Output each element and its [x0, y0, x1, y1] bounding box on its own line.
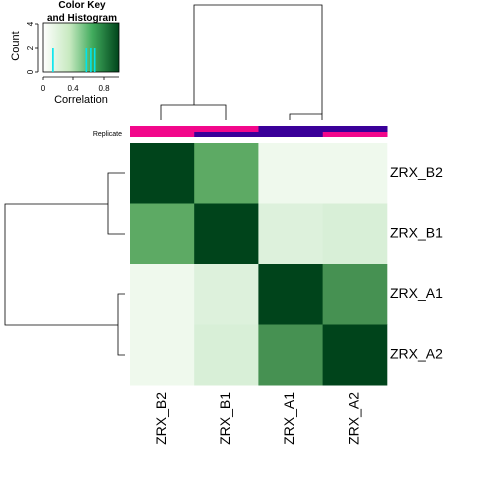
- color-key-gradient: [43, 23, 119, 72]
- heatmap-cell-ZRX_A1-ZRX_B2: [130, 264, 195, 325]
- annotation-label: Replicate: [93, 131, 122, 138]
- heatmap-cell-ZRX_B1-ZRX_A2: [322, 203, 388, 265]
- annotation-bottom-ZRX_A2: [322, 132, 388, 137]
- column-label-ZRX_B2: ZRX_B2: [153, 392, 169, 445]
- color-key-y-tick-2: 2: [26, 45, 35, 50]
- heatmap-cell-ZRX_A1-ZRX_A1: [258, 264, 324, 325]
- annotation-top-ZRX_A2: [322, 126, 388, 132]
- annotation-bottom-ZRX_B1: [194, 132, 259, 137]
- row-labels: ZRX_B2 ZRX_B1 ZRX_A1 ZRX_A2: [390, 164, 443, 362]
- heatmap-cell-ZRX_B1-ZRX_B1: [194, 203, 259, 265]
- color-key-y-tick-4: 4: [26, 21, 35, 26]
- heatmap-cell-ZRX_B2-ZRX_A2: [322, 143, 388, 204]
- heatmap-cell-ZRX_B2-ZRX_B2: [130, 143, 195, 204]
- heatmap-cell-ZRX_A2-ZRX_A1: [258, 324, 324, 386]
- heatmap-cell-ZRX_B1-ZRX_B2: [130, 203, 195, 265]
- row-label-ZRX_B2: ZRX_B2: [390, 164, 443, 180]
- column-dendrogram: [160, 4, 323, 120]
- heatmap-cell-ZRX_A1-ZRX_B1: [194, 264, 259, 325]
- heatmap-cell-ZRX_B2-ZRX_B1: [194, 143, 259, 204]
- heatmap-cell-ZRX_B1-ZRX_A1: [258, 203, 324, 265]
- column-label-ZRX_A1: ZRX_A1: [281, 392, 297, 445]
- color-key-frame: [42, 22, 120, 73]
- heatmap-cells: [130, 143, 388, 386]
- heatmap-cell-ZRX_B2-ZRX_A1: [258, 143, 324, 204]
- color-key-xlabel: Correlation: [54, 94, 108, 106]
- color-key-x-tick-0.4: 0.4: [67, 84, 79, 93]
- color-key-y-tick-0: 0: [26, 69, 35, 74]
- column-labels: ZRX_B2 ZRX_B1 ZRX_A1 ZRX_A2: [153, 392, 362, 445]
- heatmap-cell-ZRX_A1-ZRX_A2: [322, 264, 388, 325]
- row-label-ZRX_B1: ZRX_B1: [390, 224, 443, 240]
- color-key-title-line1: Color Key: [58, 0, 106, 11]
- row-label-ZRX_A1: ZRX_A1: [390, 285, 443, 301]
- annotation-top-ZRX_A1: [258, 126, 324, 132]
- annotation-bar: [130, 126, 388, 137]
- row-label-ZRX_A2: ZRX_A2: [390, 345, 443, 361]
- color-key-ylabel: Count: [10, 31, 22, 60]
- heatmap-cell-ZRX_A2-ZRX_B1: [194, 324, 259, 386]
- color-key-x-tick-0.8: 0.8: [98, 84, 110, 93]
- annotation-bottom-ZRX_B2: [130, 132, 195, 137]
- annotation-top-ZRX_B2: [130, 126, 195, 132]
- heatmap-cell-ZRX_A2-ZRX_A2: [322, 324, 388, 386]
- color-key-x-tick-0: 0: [41, 84, 46, 93]
- column-label-ZRX_A2: ZRX_A2: [345, 392, 361, 445]
- color-key-histogram: [52, 48, 96, 72]
- annotation-bottom-ZRX_A1: [258, 132, 324, 137]
- annotation-top-ZRX_B1: [194, 126, 259, 132]
- column-label-ZRX_B1: ZRX_B1: [217, 392, 233, 445]
- color-key-title-line2: and Histogram: [47, 13, 117, 24]
- heatmap-cell-ZRX_A2-ZRX_B2: [130, 324, 195, 386]
- row-dendrogram: [4, 172, 125, 356]
- color-key: Color Key and Histogram 0 2 4 Count 0 0.…: [10, 0, 120, 106]
